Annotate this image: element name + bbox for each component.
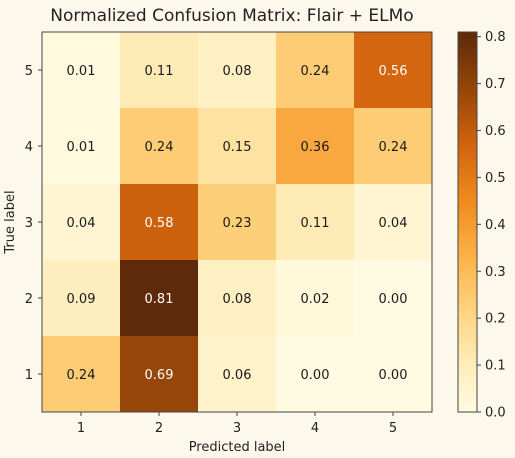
- colorbar-tick-label: 0.4: [485, 218, 506, 233]
- cell-value-label: 0.01: [67, 140, 96, 155]
- x-tick-label: 5: [389, 421, 397, 436]
- cell-value-label: 0.04: [67, 216, 96, 231]
- heatmap-cell: [42, 184, 121, 261]
- y-tick-label: 3: [25, 216, 33, 231]
- heatmap-cell: [198, 32, 277, 109]
- cell-value-label: 0.81: [145, 292, 174, 307]
- heatmap-cell: [276, 32, 355, 109]
- y-tick-label: 4: [25, 140, 33, 155]
- colorbar-tick-label: 0.6: [485, 124, 506, 139]
- y-tick-label: 1: [25, 368, 33, 383]
- cell-value-label: 0.58: [145, 216, 174, 231]
- cell-value-label: 0.08: [223, 292, 252, 307]
- cell-value-label: 0.15: [223, 140, 252, 155]
- cell-value-label: 0.09: [67, 292, 96, 307]
- cell-value-label: 0.23: [223, 216, 252, 231]
- cell-value-label: 0.24: [301, 64, 330, 79]
- heatmap-cell: [276, 108, 355, 185]
- cell-value-label: 0.69: [145, 368, 174, 383]
- heatmap-cell: [120, 336, 199, 413]
- heatmap-cell: [120, 184, 199, 261]
- heatmap-cell: [354, 32, 433, 109]
- heatmap-cell: [120, 32, 199, 109]
- heatmap-cell: [198, 260, 277, 337]
- cell-value-label: 0.24: [145, 140, 174, 155]
- heatmap-cell: [42, 108, 121, 185]
- cell-value-label: 0.00: [379, 368, 408, 383]
- heatmap-cell: [198, 108, 277, 185]
- heatmap-cell: [120, 108, 199, 185]
- cell-value-label: 0.08: [223, 64, 252, 79]
- colorbar-ticks: 0.0 0.1 0.2 0.3 0.4 0.5 0.6 0.7 0.8: [477, 30, 506, 421]
- colorbar-tick-label: 0.8: [485, 30, 506, 45]
- heatmap-cell: [276, 184, 355, 261]
- y-axis-label: True label: [3, 190, 18, 254]
- colorbar-tick-label: 0.0: [485, 406, 506, 421]
- colorbar: [457, 31, 478, 413]
- cell-value-label: 0.56: [379, 64, 408, 79]
- cell-value-label: 0.36: [301, 140, 330, 155]
- heatmap-cell: [354, 260, 433, 337]
- x-axis-ticks: 1 2 3 4 5: [77, 412, 397, 436]
- cell-value-label: 0.00: [301, 368, 330, 383]
- y-tick-label: 5: [25, 64, 33, 79]
- heatmap-cell: [42, 32, 121, 109]
- colorbar-tick-label: 0.2: [485, 312, 506, 327]
- heatmap-cell: [276, 336, 355, 413]
- cell-value-label: 0.11: [145, 64, 174, 79]
- cell-value-label: 0.00: [379, 292, 408, 307]
- cell-value-label: 0.24: [379, 140, 408, 155]
- x-axis-label: Predicted label: [189, 440, 286, 455]
- y-tick-label: 2: [25, 292, 33, 307]
- heatmap-cell: [276, 260, 355, 337]
- cell-value-label: 0.01: [67, 64, 96, 79]
- cell-value-label: 0.06: [223, 368, 252, 383]
- y-axis-ticks: 5 4 3 2 1: [25, 64, 42, 383]
- x-tick-label: 1: [77, 421, 85, 436]
- heatmap-cell: [120, 260, 199, 337]
- x-tick-label: 2: [155, 421, 163, 436]
- colorbar-tick-label: 0.5: [485, 171, 506, 186]
- heatmap-cell: [354, 184, 433, 261]
- heatmap-cells: 0.01 0.11 0.08 0.24 0.56 0.01 0.24 0.15 0.36 0.24…: [42, 32, 433, 413]
- heatmap-cell: [42, 260, 121, 337]
- heatmap-cell: [354, 336, 433, 413]
- cell-value-label: 0.02: [301, 292, 330, 307]
- cell-value-label: 0.11: [301, 216, 330, 231]
- x-tick-label: 4: [311, 421, 319, 436]
- heatmap-cell: [42, 336, 121, 413]
- heatmap-cell: [354, 108, 433, 185]
- chart-title: Normalized Confusion Matrix: Flair + ELM…: [50, 6, 413, 26]
- cell-value-label: 0.24: [67, 368, 96, 383]
- colorbar-tick-label: 0.3: [485, 265, 506, 280]
- heatmap-cell: [198, 336, 277, 413]
- cell-value-label: 0.04: [379, 216, 408, 231]
- heatmap-cell: [198, 184, 277, 261]
- x-tick-label: 3: [233, 421, 241, 436]
- colorbar-tick-label: 0.1: [485, 359, 506, 374]
- colorbar-tick-label: 0.7: [485, 77, 506, 92]
